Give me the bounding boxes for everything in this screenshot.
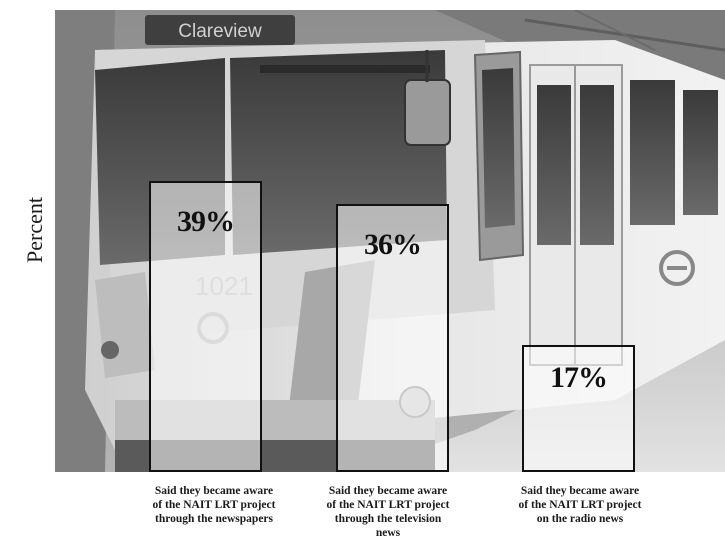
bar-value-label-television-news: 36%: [364, 227, 422, 261]
bar-newspapers: 39%: [149, 181, 262, 472]
category-label-radio-news: Said they became aware of the NAIT LRT p…: [518, 485, 642, 525]
bar-chart-plot-area: 39% 36% 17%: [55, 10, 725, 472]
category-label-television-news: Said they became aware of the NAIT LRT p…: [326, 485, 450, 539]
category-label-newspapers: Said they became aware of the NAIT LRT p…: [152, 485, 276, 525]
bar-television-news: 36%: [336, 203, 449, 472]
svg-text:Clareview: Clareview: [178, 21, 262, 42]
bar-value-label-radio-news: 17%: [550, 361, 608, 395]
bar-value-label-newspapers: 39%: [177, 205, 235, 239]
bar-radio-news: 17%: [522, 345, 635, 472]
y-axis-label: Percent: [22, 197, 47, 263]
